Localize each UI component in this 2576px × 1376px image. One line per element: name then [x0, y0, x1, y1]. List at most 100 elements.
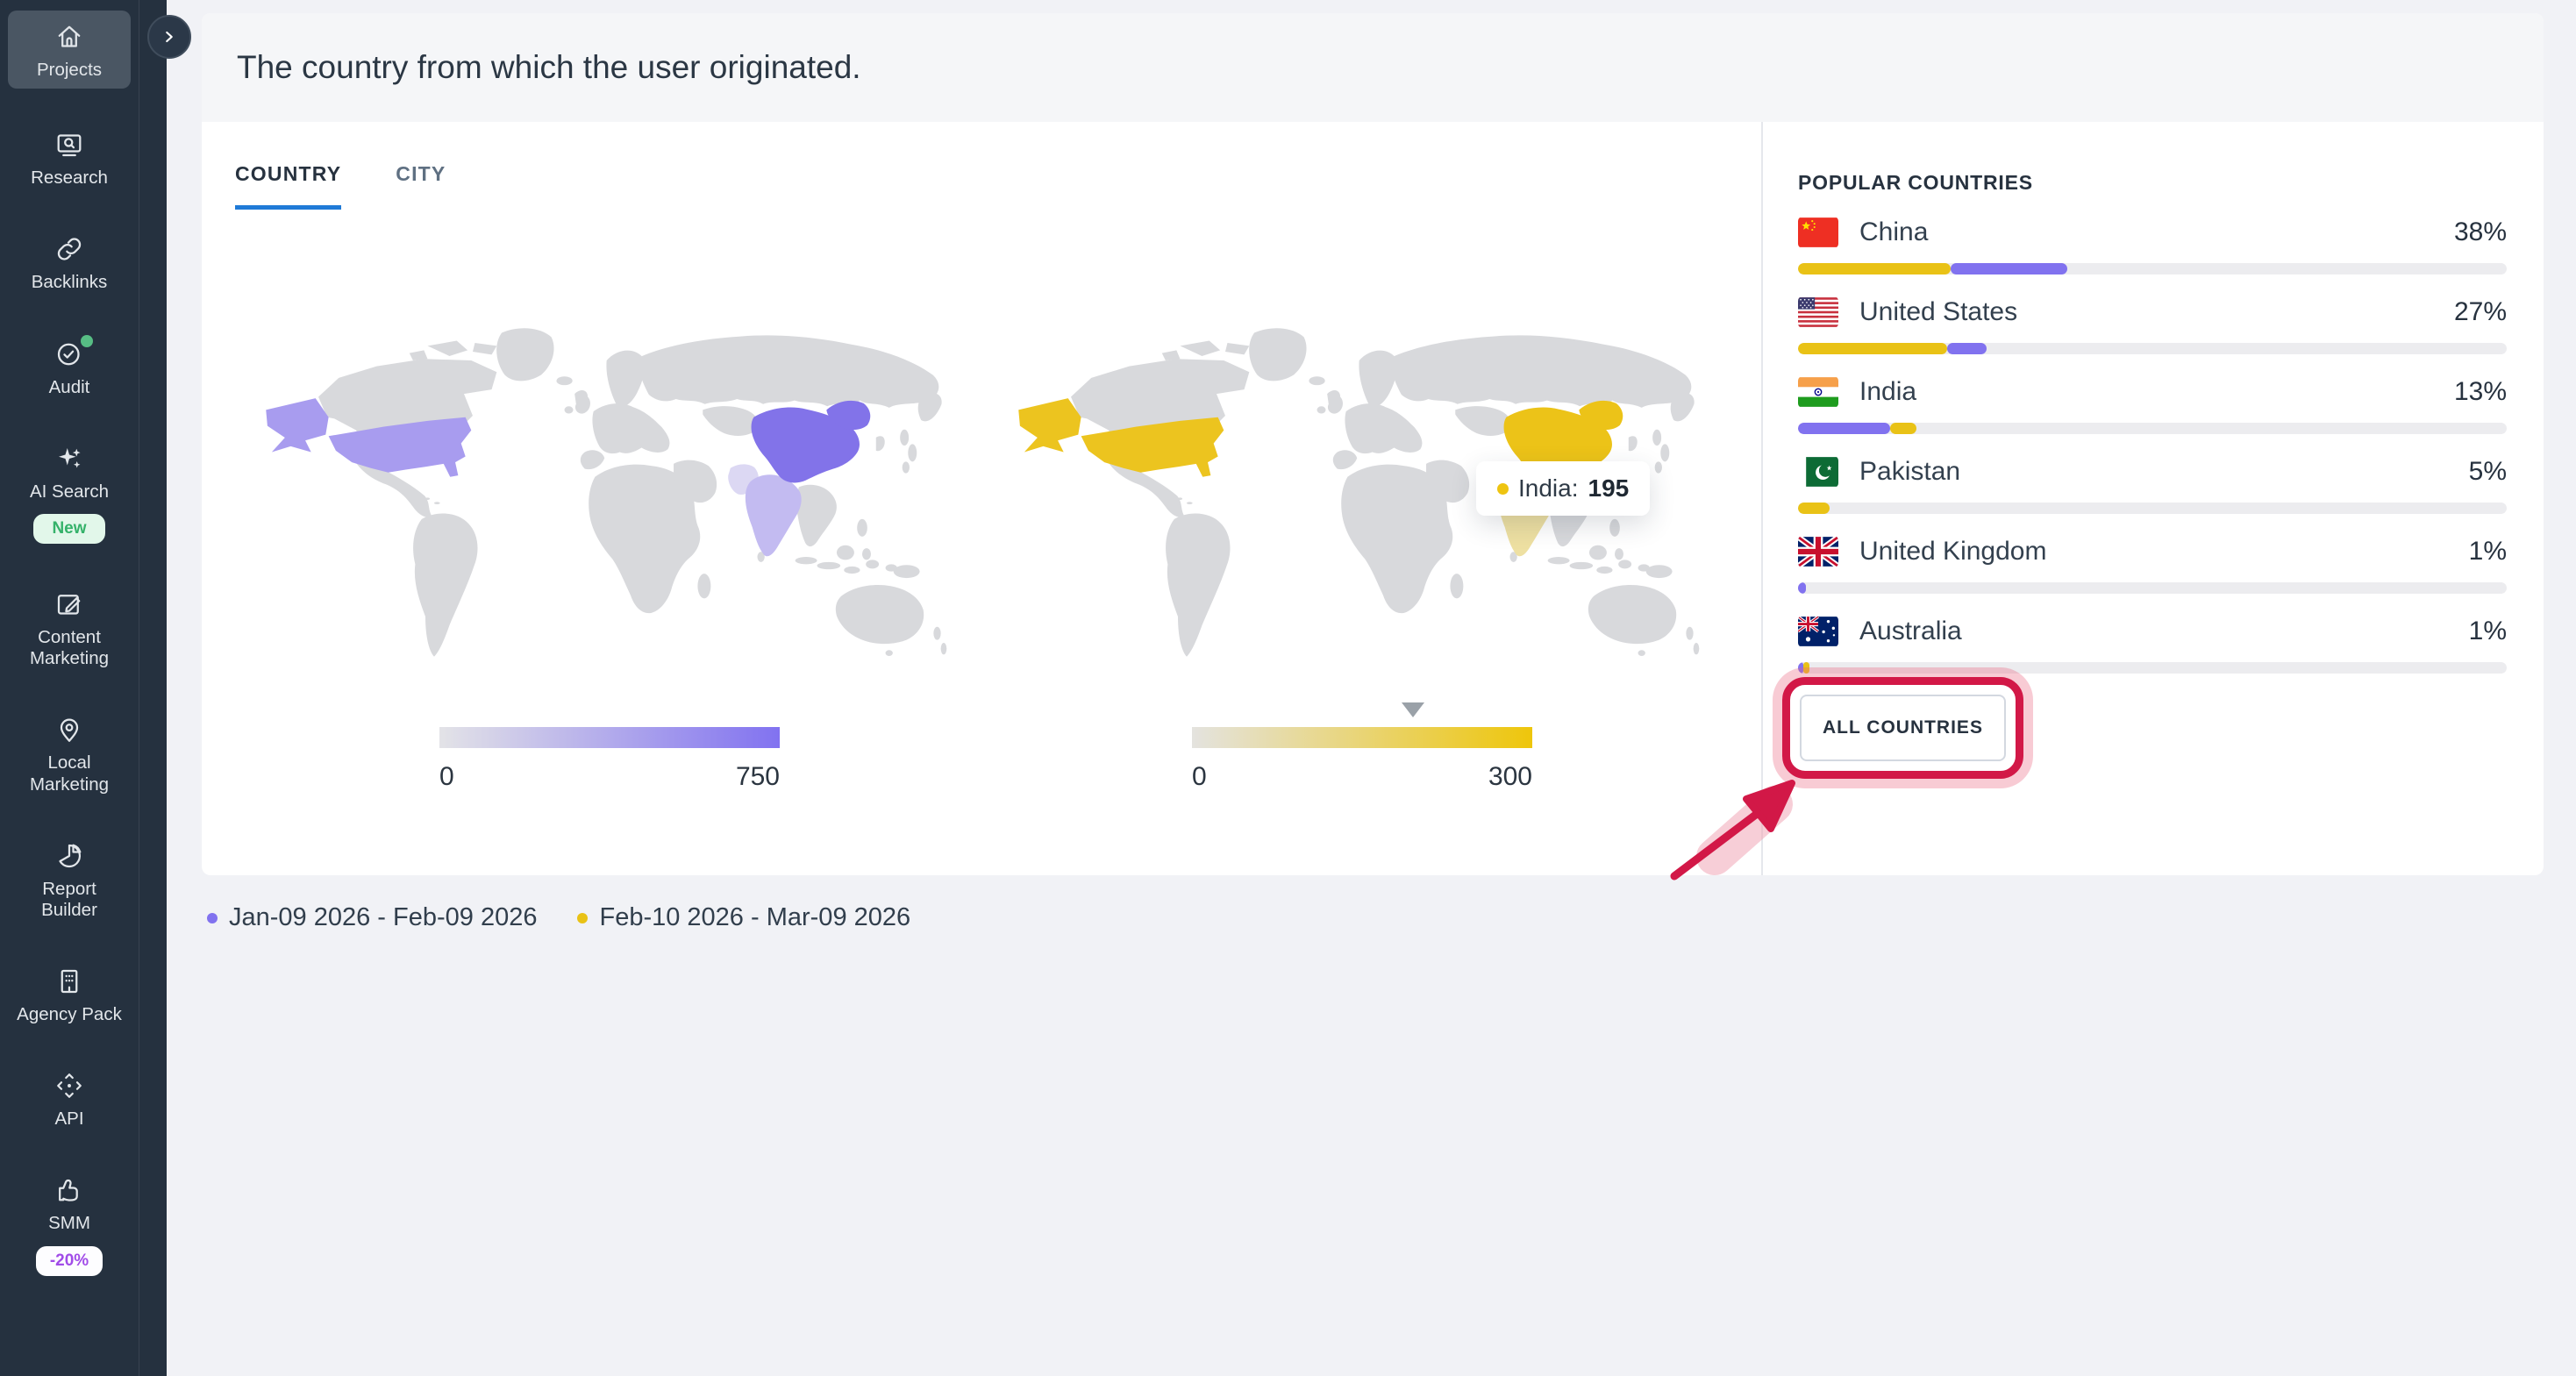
country-row-india: India 13% [1798, 372, 2507, 434]
discount-badge: -20% [35, 1245, 103, 1276]
bar-segment [1946, 343, 1987, 354]
scale-max-label: 300 [1488, 762, 1532, 791]
china-flag-icon [1798, 217, 1838, 248]
popular-countries-panel: POPULAR COUNTRIES China 38% [1763, 122, 2544, 875]
sidebar-item-ai-search[interactable]: AI Search New [8, 432, 131, 552]
sidebar-nav: Projects Research Backlinks Audit [0, 0, 139, 1310]
content-marketing-icon [54, 588, 85, 620]
sidebar-item-research[interactable]: Research [8, 118, 131, 196]
country-row-pakistan: Pakistan 5% [1798, 452, 2507, 514]
sidebar-item-audit[interactable]: Audit [8, 328, 131, 406]
sidebar-item-report-builder[interactable]: Report Builder [8, 830, 131, 929]
country-progress-bar [1798, 263, 2507, 274]
country-progress-bar [1798, 423, 2507, 434]
scale-marker-triangle [1402, 702, 1425, 717]
country-row-australia: Australia 1% [1798, 611, 2507, 674]
all-countries-button[interactable]: ALL COUNTRIES [1800, 695, 2006, 761]
legend-label: Jan-09 2026 - Feb-09 2026 [229, 903, 538, 931]
country-percent: 13% [2453, 377, 2507, 406]
sidebar-item-local-marketing[interactable]: Local Marketing [8, 703, 131, 802]
country-name: Pakistan [1859, 457, 1961, 486]
sidebar-item-label: AI Search [29, 481, 110, 502]
country-progress-bar [1798, 503, 2507, 514]
report-builder-icon [54, 840, 85, 872]
legend-item-period-2: Feb-10 2026 - Mar-09 2026 [577, 903, 910, 932]
country-progress-bar [1798, 662, 2507, 674]
maps-column: COUNTRY CITY 0 750 [202, 122, 1761, 875]
tab-country[interactable]: COUNTRY [235, 162, 342, 210]
sidebar-item-label: Agency Pack [17, 1004, 122, 1025]
report-card: The country from which the user originat… [202, 13, 2544, 875]
sidebar-item-content-marketing[interactable]: Content Marketing [8, 578, 131, 677]
map-panel-period-2: India: 195 0 300 [998, 308, 1726, 792]
tooltip-series-dot [1497, 482, 1509, 495]
legend-item-period-1: Jan-09 2026 - Feb-09 2026 [207, 903, 537, 932]
sidebar-item-projects[interactable]: Projects [8, 11, 131, 89]
choropleth-map-purple[interactable] [246, 308, 974, 687]
sidebar-item-label: API [54, 1109, 84, 1130]
maps-row: 0 750 India: 195 [235, 308, 1761, 792]
country-name: United Kingdom [1859, 537, 2047, 566]
scale-max-label: 750 [735, 762, 780, 791]
local-marketing-icon [54, 714, 85, 745]
country-name: India [1859, 377, 1917, 406]
world-map-previous-period[interactable] [246, 308, 974, 687]
bar-segment [1798, 343, 1947, 354]
sidebar-item-smm[interactable]: SMM -20% [8, 1164, 131, 1283]
color-scale-yellow: 0 300 [1192, 702, 1532, 792]
sidebar-item-label: Audit [48, 376, 90, 397]
tooltip-value: 195 [1588, 474, 1630, 502]
gradient-bar [439, 727, 780, 748]
country-percent: 38% [2453, 217, 2507, 246]
bar-segment [1890, 423, 1916, 434]
legend-dot-purple [207, 912, 218, 923]
sidebar-item-backlinks[interactable]: Backlinks [8, 223, 131, 301]
chart-legend: Jan-09 2026 - Feb-09 2026 Feb-10 2026 - … [207, 903, 910, 932]
bar-segment [1798, 662, 1804, 674]
tooltip-country: India: [1518, 474, 1579, 502]
country-name: United States [1859, 297, 2018, 326]
sidebar-item-label: Backlinks [31, 272, 108, 293]
sidebar-item-api[interactable]: API [8, 1059, 131, 1137]
bar-segment [1798, 503, 1830, 514]
sidebar-item-label: Report Builder [41, 878, 97, 920]
gradient-bar [1192, 727, 1532, 748]
bar-segment [1798, 263, 1951, 274]
tab-city[interactable]: CITY [396, 162, 446, 185]
country-percent: 27% [2453, 297, 2507, 326]
api-icon [54, 1070, 85, 1102]
ai-sparkles-icon [54, 443, 85, 474]
popular-countries-title: POPULAR COUNTRIES [1798, 171, 2033, 194]
country-percent: 5% [2468, 457, 2507, 486]
bar-segment [1798, 582, 1806, 594]
sidebar-item-label: Local Marketing [29, 752, 109, 795]
legend-label: Feb-10 2026 - Mar-09 2026 [599, 903, 911, 931]
agency-pack-icon [54, 966, 85, 997]
sidebar-item-label: Content Marketing [29, 626, 109, 669]
card-body: COUNTRY CITY 0 750 [202, 122, 2544, 875]
color-scale-purple: 0 750 [439, 727, 780, 792]
country-progress-bar [1798, 343, 2507, 354]
home-icon [54, 21, 85, 53]
country-percent: 1% [2468, 617, 2507, 645]
scale-min-label: 0 [439, 762, 454, 791]
country-progress-bar [1798, 582, 2507, 594]
india-flag-icon [1798, 376, 1838, 408]
smm-thumbs-up-icon [54, 1174, 85, 1206]
page-title: The country from which the user originat… [237, 49, 861, 85]
scale-min-label: 0 [1192, 762, 1207, 791]
country-row-china: China 38% [1798, 212, 2507, 274]
bar-segment [1798, 423, 1891, 434]
sidebar-collapse-button[interactable] [147, 15, 191, 59]
audit-notification-dot [81, 334, 93, 347]
country-percent: 1% [2468, 537, 2507, 566]
map-panel-period-1: 0 750 [246, 308, 974, 792]
uk-flag-icon [1798, 536, 1838, 567]
legend-dot-yellow [577, 912, 589, 923]
country-row-united-kingdom: United Kingdom 1% [1798, 531, 2507, 594]
sidebar-item-agency-pack[interactable]: Agency Pack [8, 955, 131, 1033]
pakistan-flag-icon [1798, 456, 1838, 488]
map-tooltip: India: 195 [1476, 461, 1651, 516]
world-map-current-period[interactable]: India: 195 [998, 308, 1726, 687]
